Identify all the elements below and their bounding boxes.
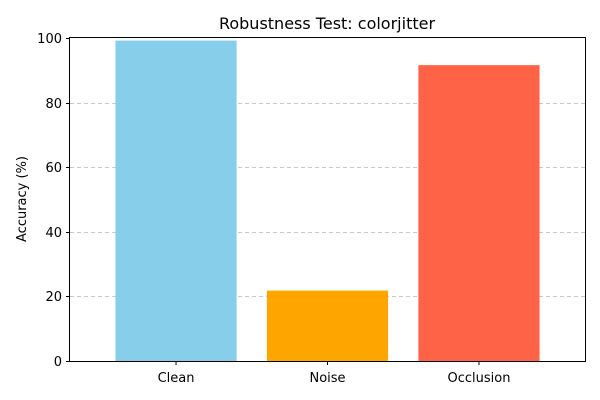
y-tick-label: 0 [54, 355, 62, 370]
x-tick-label: Clean [158, 371, 195, 386]
chart-title: Robustness Test: colorjitter [219, 14, 436, 33]
bars [115, 40, 540, 362]
bar-clean [115, 40, 237, 362]
y-tick-label: 60 [45, 161, 62, 176]
bar-noise [266, 290, 389, 361]
y-tick-label: 100 [37, 32, 62, 47]
x-axis: Clean Noise Occlusion [158, 361, 510, 386]
x-tick-label: Occlusion [447, 371, 510, 386]
y-tick-label: 20 [45, 290, 62, 305]
y-tick-label: 80 [45, 97, 62, 112]
y-tick-label: 40 [45, 226, 62, 241]
x-tick-label: Noise [309, 371, 345, 386]
y-axis: 0 20 40 60 80 100 [37, 32, 70, 370]
plot-frame [69, 37, 586, 362]
y-axis-title: Accuracy (%) [15, 156, 30, 242]
bar-occlusion [418, 65, 540, 361]
